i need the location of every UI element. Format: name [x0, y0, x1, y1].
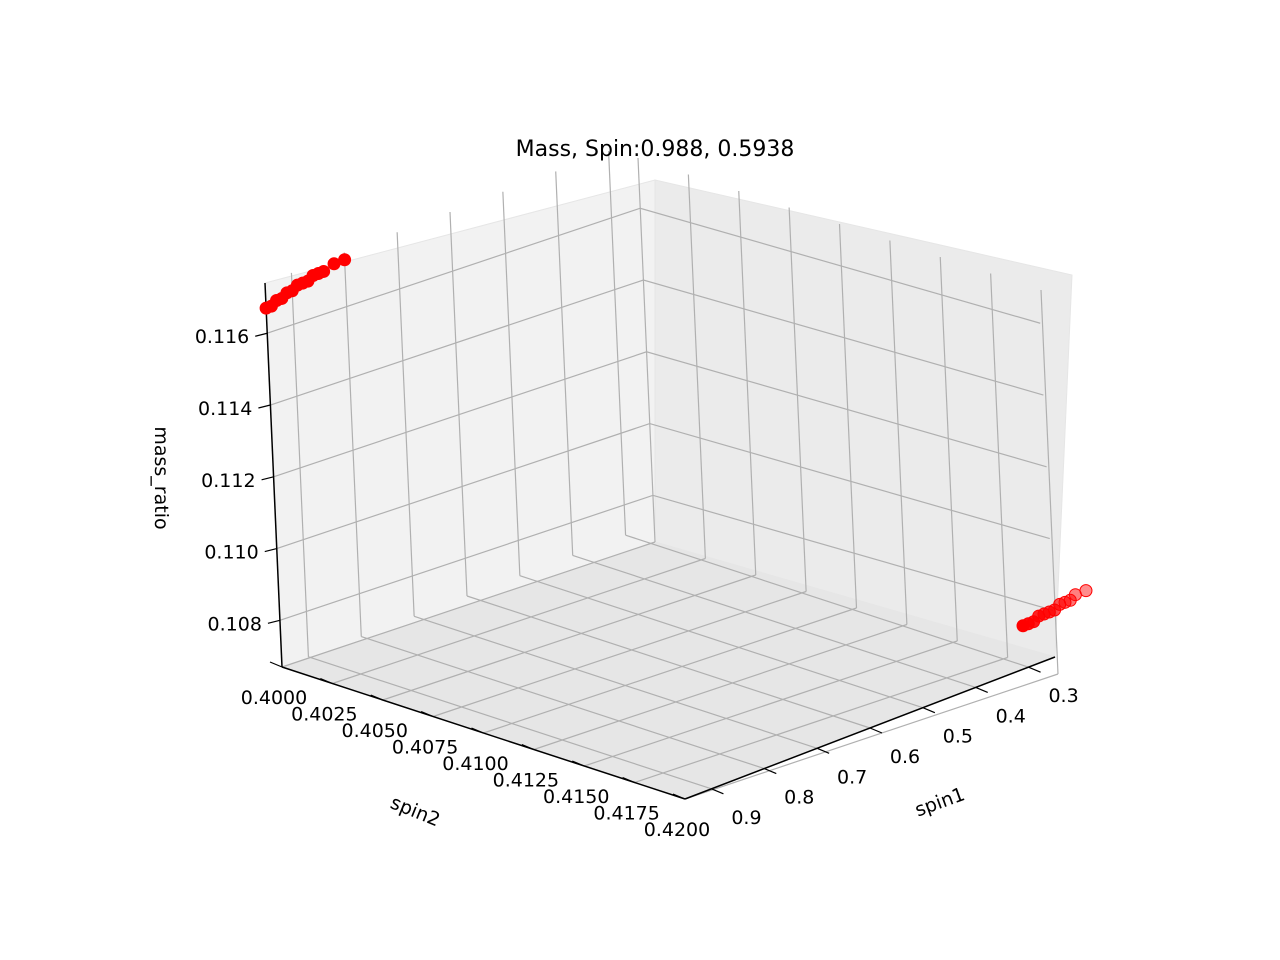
- tick-label-spin1: 0.7: [837, 766, 867, 788]
- z-axis-label: mass_ratio: [150, 426, 172, 529]
- tick-mass-ratio: [258, 404, 271, 409]
- grid-line-spin2: [584, 640, 958, 767]
- tick-label-spin2: 0.4050: [342, 720, 408, 742]
- tick-spin1: [869, 727, 883, 734]
- grid-line-spin1-vertical: [607, 151, 627, 536]
- grid-line-spin1: [361, 636, 765, 770]
- data-point: [338, 253, 352, 267]
- tick-spin1: [1028, 666, 1041, 673]
- tick-spin2: [672, 793, 686, 800]
- tick-label-spin2: 0.4125: [493, 770, 559, 792]
- tick-mass-ratio: [267, 619, 281, 624]
- grid-line-spin1: [413, 615, 818, 749]
- grid-line-spin1: [308, 656, 712, 790]
- grid-line-spin2: [634, 656, 1008, 784]
- tick-spin2: [471, 727, 484, 734]
- tick-label-mass-ratio: 0.114: [198, 398, 252, 420]
- tick-mass-ratio: [264, 547, 277, 553]
- tick-label-spin1: 0.3: [1048, 685, 1078, 707]
- grid-line-spin2: [533, 623, 908, 751]
- tick-label-spin2: 0.4200: [644, 819, 710, 841]
- grid-line-spin1: [572, 554, 976, 688]
- grid-line-spin2: [281, 541, 656, 668]
- tick-spin1: [975, 686, 988, 693]
- grid-line-spin1-vertical: [449, 211, 468, 597]
- data-point: [317, 264, 331, 278]
- tick-spin2: [521, 743, 535, 751]
- tick-label-mass-ratio: 0.108: [208, 613, 262, 635]
- grid-line-mass-ratio: [276, 422, 1050, 550]
- grid-line-spin1-vertical: [502, 191, 521, 576]
- tick-spin2: [370, 694, 383, 701]
- tick-spin2: [320, 677, 333, 685]
- tick-label-mass-ratio: 0.112: [201, 470, 255, 492]
- tick-label-spin2: 0.4100: [442, 753, 508, 775]
- data-point: [1079, 584, 1093, 598]
- grid-line-spin1-vertical: [290, 272, 310, 657]
- tick-spin2: [420, 710, 434, 718]
- tick-spin2: [622, 776, 635, 784]
- grid-line-mass-ratio: [279, 494, 1054, 621]
- scatter-points: [259, 253, 1093, 633]
- tick-label-spin2: 0.4150: [543, 786, 609, 808]
- grid-line-spin2: [432, 590, 807, 718]
- tick-label-mass-ratio: 0.110: [204, 542, 258, 564]
- z-axis-line: [264, 282, 283, 668]
- grid-line-spin1: [519, 575, 924, 709]
- grid-line-spin2: [332, 557, 706, 685]
- y-axis-label: spin2: [387, 792, 443, 832]
- x-axis-label: spin1: [912, 783, 968, 821]
- grid-line-mass-ratio: [270, 279, 1044, 406]
- tick-label-spin2: 0.4175: [593, 803, 659, 825]
- grid-line-spin2-vertical: [889, 240, 908, 625]
- tick-spin2: [572, 760, 585, 767]
- grid-line-spin2-vertical: [990, 273, 1009, 658]
- grid-line-spin2-vertical: [838, 223, 858, 609]
- grid-line-spin2: [382, 574, 756, 701]
- grid-line-spin2-vertical: [738, 190, 757, 576]
- chart-title: Mass, Spin:0.988, 0.5938: [516, 137, 795, 162]
- tick-label-spin1: 0.9: [731, 807, 761, 829]
- tick-label-spin1: 0.6: [890, 746, 920, 768]
- tick-label-spin2: 0.4025: [291, 704, 357, 726]
- tick-marks: 0.40000.40250.40500.40750.41000.41250.41…: [195, 326, 1079, 841]
- tick-spin1: [816, 747, 830, 754]
- grid-line-spin1: [625, 534, 1029, 668]
- tick-label-spin1: 0.5: [943, 726, 973, 748]
- grid-line-spin1-vertical: [343, 252, 362, 637]
- tick-label-spin2: 0.4000: [241, 687, 307, 709]
- tick-spin1: [764, 768, 777, 775]
- tick-label-mass-ratio: 0.116: [195, 326, 249, 348]
- tick-spin1: [922, 707, 936, 714]
- tick-label-spin2: 0.4075: [392, 737, 458, 759]
- tick-label-spin1: 0.8: [784, 787, 814, 809]
- tick-spin2: [269, 661, 283, 668]
- tick-spin1: [711, 788, 724, 795]
- tick-mass-ratio: [255, 332, 268, 337]
- grid-line-spin2-vertical: [939, 256, 958, 642]
- grid-line-mass-ratio: [267, 207, 1041, 334]
- tick-label-spin1: 0.4: [996, 705, 1026, 727]
- grid-line-mass-ratio: [273, 351, 1047, 478]
- grid-line-spin2-vertical: [637, 157, 656, 543]
- grid-line-spin2: [483, 607, 857, 734]
- grid-line-spin1-vertical: [396, 232, 415, 617]
- grid-line-spin2: [684, 673, 1059, 800]
- grid-line-spin1: [466, 595, 871, 729]
- grid-line-spin2-vertical: [788, 207, 807, 592]
- tick-mass-ratio: [261, 476, 274, 481]
